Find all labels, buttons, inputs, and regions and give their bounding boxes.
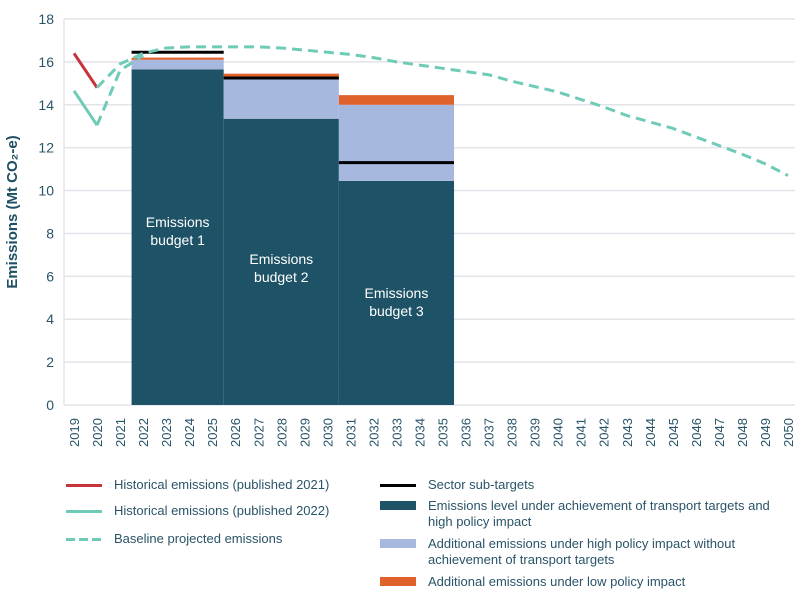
- legend-swatch-red-line: [66, 484, 102, 487]
- bar-additional-high-budget-2: [223, 79, 339, 119]
- budget-label-2: Emissions budget 2: [249, 251, 313, 285]
- budget-label-3: Emissions budget 3: [365, 285, 429, 319]
- legend-item-historical-2022: Historical emissions (published 2022): [66, 503, 366, 519]
- y-tick-label: 18: [38, 11, 54, 27]
- x-tick-label: 2028: [274, 418, 289, 447]
- x-tick-label: 2034: [412, 418, 427, 447]
- series-line-historical-emissions-published-2021-: [72, 52, 99, 89]
- bar-level-high-budget-2: [223, 118, 339, 405]
- legend-item-historical-2021: Historical emissions (published 2021): [66, 477, 366, 493]
- x-tick-label: 2020: [90, 418, 105, 447]
- x-tick-label: 2021: [113, 418, 128, 447]
- bar-additional-low-budget-2: [223, 73, 339, 80]
- legend-swatch-dashed-line: [66, 538, 102, 541]
- x-tick-label: 2037: [482, 418, 497, 447]
- x-tick-label: 2036: [459, 418, 474, 447]
- bar-additional-low-budget-3: [338, 95, 455, 105]
- x-tick-label: 2033: [389, 418, 404, 447]
- x-tick-label: 2043: [620, 418, 635, 447]
- legend-swatch-orange: [380, 577, 416, 586]
- legend-item-additional-low: Additional emissions under low policy im…: [380, 574, 785, 590]
- budget-label-1: Emissions budget 1: [146, 214, 210, 248]
- x-tick-label: 2024: [182, 418, 197, 447]
- x-tick-label: 2042: [597, 418, 612, 447]
- y-tick-label: 16: [38, 54, 54, 70]
- x-tick-label: 2045: [666, 418, 681, 447]
- y-tick-label: 4: [46, 311, 54, 327]
- x-tick-label: 2046: [689, 418, 704, 447]
- x-tick-label: 2027: [251, 418, 266, 447]
- x-tick-label: 2022: [136, 418, 151, 447]
- bar-level-high-budget-3: [338, 180, 455, 405]
- series-line-baseline-projected-emissions: [95, 45, 789, 177]
- legend-label: Emissions level under achievement of tra…: [428, 498, 770, 529]
- legend-label: Historical emissions (published 2022): [114, 503, 330, 518]
- bar-level-high-budget-1: [131, 69, 224, 406]
- x-tick-label: 2032: [366, 418, 381, 447]
- legend-label: Sector sub-targets: [428, 477, 535, 492]
- y-tick-label: 2: [46, 354, 54, 370]
- series-line-baseline-projected-emissions: [95, 54, 144, 126]
- legend-item-additional-high: Additional emissions under high policy i…: [380, 536, 785, 568]
- legend-label: Additional emissions under high policy i…: [428, 536, 736, 567]
- bar-additional-high-budget-1: [131, 59, 224, 70]
- y-axis-label: Emissions (Mt CO₂-e): [4, 135, 21, 288]
- x-tick-label: 2048: [735, 418, 750, 447]
- legend-swatch-teal-line: [66, 510, 102, 513]
- y-tick-label: 8: [46, 225, 54, 241]
- x-tick-label: 2041: [574, 418, 589, 447]
- x-tick-label: 2044: [643, 418, 658, 447]
- x-tick-label: 2047: [712, 418, 727, 447]
- x-tick-label: 2026: [228, 418, 243, 447]
- y-tick-label: 10: [38, 183, 54, 199]
- y-tick-label: 14: [38, 97, 54, 113]
- legend-swatch-dark-teal: [380, 501, 416, 510]
- legend-label: Baseline projected emissions: [114, 531, 283, 546]
- bar-additional-high-budget-3: [338, 104, 455, 181]
- x-tick-label: 2050: [781, 418, 796, 447]
- x-tick-label: 2035: [436, 418, 451, 447]
- legend-item-baseline: Baseline projected emissions: [66, 531, 366, 547]
- legend-label: Additional emissions under low policy im…: [428, 574, 686, 589]
- legend-swatch-black-line: [380, 484, 416, 487]
- y-tick-label: 12: [38, 140, 54, 156]
- emissions-chart: 0 2 4 6 8 10 12 14 16 18 Emissions (Mt CO₂-e) 2019 2…: [4, 11, 796, 447]
- x-tick-label: 2023: [159, 418, 174, 447]
- x-tick-label: 2025: [205, 418, 220, 447]
- legend-swatch-light-blue: [380, 539, 416, 548]
- x-tick-label: 2030: [320, 418, 335, 447]
- series-line-historical-emissions-published-2022-: [72, 90, 99, 126]
- y-tick-label: 6: [46, 268, 54, 284]
- x-tick-label: 2019: [67, 418, 82, 447]
- x-tick-label: 2031: [343, 418, 358, 447]
- legend-item-level-high: Emissions level under achievement of tra…: [380, 498, 785, 530]
- x-tick-label: 2039: [528, 418, 543, 447]
- x-tick-label: 2038: [505, 418, 520, 447]
- legend-label: Historical emissions (published 2021): [114, 477, 330, 492]
- legend-item-sub-targets: Sector sub-targets: [380, 477, 785, 493]
- bar-additional-low-budget-1: [131, 57, 224, 60]
- x-tick-label: 2029: [297, 418, 312, 447]
- y-tick-label: 0: [46, 397, 54, 413]
- x-tick-label: 2040: [551, 418, 566, 447]
- x-tick-label: 2049: [758, 418, 773, 447]
